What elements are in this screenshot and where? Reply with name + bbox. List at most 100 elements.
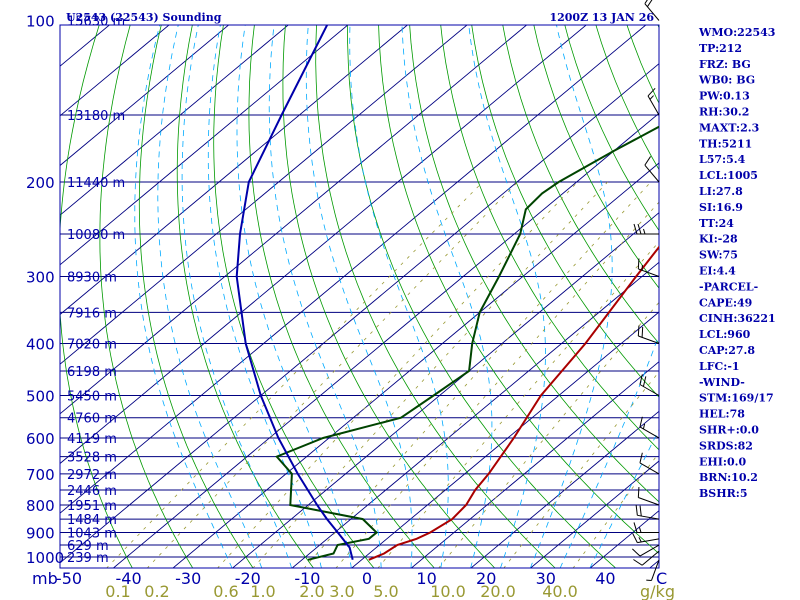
index-item: TP:212 — [699, 42, 742, 55]
wind-barb — [644, 156, 660, 183]
wind-barb-flag — [635, 504, 638, 516]
moist-adiabat — [305, 25, 413, 568]
pressure-tick-label: 300 — [26, 268, 55, 286]
moist-adiabat — [207, 25, 322, 568]
moist-adiabat — [268, 25, 382, 568]
mixing-ratio-label: 0.2 — [144, 582, 169, 600]
chart-title: U2543 (22543) Sounding — [66, 11, 222, 24]
mixing-ratio-line — [146, 181, 518, 568]
wind-barb — [632, 533, 660, 544]
mixing-ratio-line — [503, 371, 659, 568]
isotherm-line — [60, 25, 528, 415]
temperature-tick-label: 0 — [362, 569, 372, 588]
wind-barb — [633, 522, 659, 533]
wind-barb-flag — [633, 559, 643, 566]
isotherm-line — [172, 162, 659, 568]
index-item: CAP:27.8 — [699, 344, 755, 357]
index-item: LI:27.8 — [699, 185, 743, 198]
mixing-ratio-line — [377, 241, 659, 568]
temperature-tick-label: -10 — [294, 569, 320, 588]
height-label: 8930 m — [67, 270, 117, 285]
dry-adiabat — [749, 21, 800, 569]
wind-barb-staff — [647, 95, 660, 116]
mixing-ratio-label: 40.0 — [542, 582, 578, 600]
dry-adiabat — [533, 25, 659, 289]
height-label: 6198 m — [67, 365, 117, 380]
index-item: CAPE:49 — [699, 296, 752, 309]
wind-barb-half-flag — [642, 423, 646, 430]
height-label: 15630 m — [67, 15, 125, 30]
wind-barb-half-flag — [638, 537, 642, 543]
dry-adiabat — [780, 21, 800, 569]
dry-adiabat — [60, 25, 133, 568]
pressure-tick-label: 400 — [26, 336, 55, 354]
dry-adiabat — [347, 25, 617, 568]
moist-adiabat — [134, 25, 233, 568]
wind-barb-staff — [639, 426, 660, 439]
dry-adiabat — [248, 25, 435, 568]
height-label: 4760 m — [67, 412, 117, 427]
height-label: 1043 m — [67, 526, 117, 541]
dry-adiabat — [378, 25, 659, 555]
wind-barb — [633, 223, 659, 235]
temperature-tick-label: 30 — [536, 569, 556, 588]
isotherm-line — [60, 25, 409, 316]
index-item: LCL:960 — [699, 328, 751, 341]
valid-time: 1200Z 13 JAN 26 — [549, 11, 654, 24]
isotherm-line — [60, 63, 659, 564]
moist-adiabat — [349, 25, 449, 568]
index-item: -WIND- — [699, 376, 745, 389]
index-item: -PARCEL- — [699, 280, 758, 293]
wind-barb-half-flag — [649, 95, 654, 100]
mixing-ratio-line — [572, 452, 659, 568]
parcel-path — [235, 25, 354, 561]
mixing-ratio-label: 0.1 — [105, 582, 130, 600]
index-item: EI:4.4 — [699, 265, 736, 278]
dry-adiabat — [213, 25, 375, 568]
index-item: WB0: BG — [698, 74, 755, 87]
dry-adiabat — [564, 25, 659, 232]
wind-barb-staff — [641, 550, 660, 566]
wind-barb-flag — [632, 548, 641, 557]
isotherm-line — [60, 25, 647, 514]
index-item: RH:30.2 — [699, 106, 749, 119]
wind-barb-half-flag — [643, 228, 646, 235]
isotherm-line — [231, 212, 659, 568]
index-item: HEL:78 — [699, 408, 745, 421]
wind-barb-flag — [647, 87, 656, 97]
wind-barb — [639, 452, 660, 475]
isotherm-line — [60, 25, 289, 216]
wind-barbs — [632, 0, 660, 581]
wind-barb-flag — [639, 452, 643, 464]
wind-barb-staff — [638, 268, 660, 277]
index-item: TH:5211 — [699, 137, 752, 150]
mixing-ratio-label: 10.0 — [430, 582, 466, 600]
wind-barb — [639, 416, 660, 439]
isotherm-line — [410, 361, 659, 568]
wind-barb — [633, 550, 660, 566]
height-label: 5450 m — [67, 389, 117, 404]
wind-barb — [644, 0, 660, 21]
wind-barb — [635, 504, 660, 520]
height-label: 1484 m — [67, 513, 117, 528]
index-list: WMO:22543 TP:212 FRZ: BG WB0: BG PW:0.13 RH:3… — [698, 26, 776, 500]
dry-adiabat — [315, 25, 556, 568]
isotherm-line — [60, 25, 170, 117]
wind-barb-flag — [644, 156, 652, 166]
index-item: LCL:1005 — [699, 169, 758, 182]
isotherm-line — [351, 311, 659, 568]
pressure-tick-label: 600 — [26, 430, 55, 448]
pressure-tick-label: 1000 — [26, 549, 64, 567]
height-label: 11440 m — [67, 176, 125, 191]
pressure-tick-label: 500 — [26, 387, 55, 405]
mixing-ratio-line — [106, 181, 483, 568]
isotherm-line — [60, 25, 349, 266]
height-label: 7916 m — [67, 306, 117, 321]
mixing-ratio-line — [252, 181, 608, 568]
wind-barb-flag — [633, 223, 638, 235]
mixing-ratio-label: 1.0 — [250, 582, 275, 600]
index-item: SI:16.9 — [699, 201, 743, 214]
temperature-tick-label: -30 — [175, 569, 201, 588]
wind-barb-flag — [647, 0, 653, 7]
